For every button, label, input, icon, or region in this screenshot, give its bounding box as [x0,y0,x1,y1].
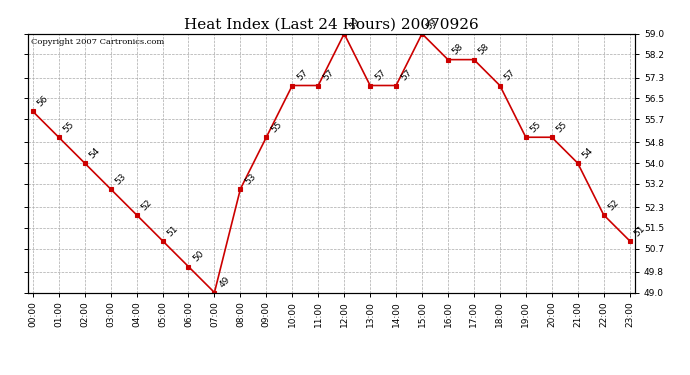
Text: 55: 55 [529,120,543,135]
Text: 52: 52 [139,198,154,212]
Text: 56: 56 [36,94,50,109]
Text: 50: 50 [191,249,206,264]
Text: 54: 54 [88,146,102,160]
Text: 58: 58 [451,42,465,57]
Title: Heat Index (Last 24 Hours) 20070926: Heat Index (Last 24 Hours) 20070926 [184,17,479,31]
Text: 55: 55 [555,120,569,135]
Text: 55: 55 [269,120,284,135]
Text: 55: 55 [61,120,76,135]
Text: 57: 57 [399,68,413,83]
Text: 49: 49 [217,275,232,290]
Text: 57: 57 [321,68,335,83]
Text: 53: 53 [113,172,128,186]
Text: 57: 57 [373,68,387,83]
Text: 53: 53 [243,172,257,186]
Text: 59: 59 [347,16,362,31]
Text: 57: 57 [502,68,517,83]
Text: 51: 51 [633,224,647,238]
Text: Copyright 2007 Cartronics.com: Copyright 2007 Cartronics.com [30,38,164,46]
Text: 57: 57 [295,68,310,83]
Text: 51: 51 [166,224,180,238]
Text: 54: 54 [580,146,595,160]
Text: 52: 52 [607,198,621,212]
Text: 58: 58 [477,42,491,57]
Text: 59: 59 [425,16,440,31]
